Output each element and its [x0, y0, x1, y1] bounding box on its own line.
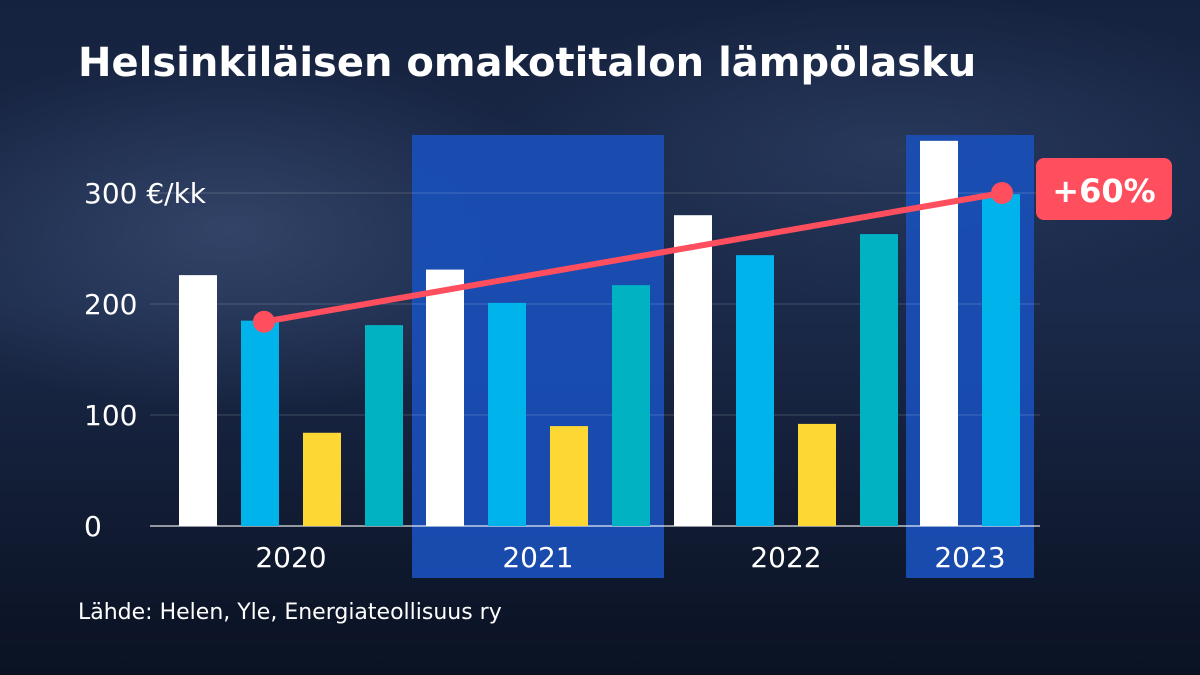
- bar-2021-3: [550, 426, 588, 526]
- x-tick-label-2021: 2021: [502, 541, 573, 574]
- bar-2021-1: [426, 269, 464, 526]
- chart-title: Helsinkiläisen omakotitalon lämpölasku: [78, 40, 977, 86]
- bar-2023-2: [982, 194, 1020, 527]
- trend-end-point: [991, 182, 1013, 204]
- change-badge: [1036, 158, 1172, 220]
- y-tick-label: 100: [84, 399, 137, 432]
- x-tick-label-2023: 2023: [934, 541, 1005, 574]
- change-badge-label: +60%: [1052, 172, 1155, 210]
- x-tick-label-2020: 2020: [255, 541, 326, 574]
- bar-2022-4: [860, 234, 898, 526]
- bar-2020-4: [365, 325, 403, 526]
- bar-2021-2: [488, 302, 526, 526]
- x-tick-label-2022: 2022: [750, 541, 821, 574]
- bar-2020-3: [303, 432, 341, 526]
- y-tick-label: 300 €/kk: [84, 177, 207, 210]
- source-note: Lähde: Helen, Yle, Energiateollisuus ry: [78, 600, 502, 625]
- y-tick-label: 0: [84, 510, 102, 543]
- bar-2022-1: [674, 215, 712, 526]
- trend-line: [261, 190, 1005, 325]
- bar-2020-1: [179, 275, 217, 526]
- bar-2023-1: [920, 140, 958, 526]
- y-tick-label: 200: [84, 288, 137, 321]
- bar-2022-3: [798, 423, 836, 526]
- bar-2020-2: [241, 320, 279, 526]
- trend-start-point: [253, 310, 275, 333]
- bar-2022-2: [736, 255, 774, 526]
- bar-2021-4: [612, 285, 650, 526]
